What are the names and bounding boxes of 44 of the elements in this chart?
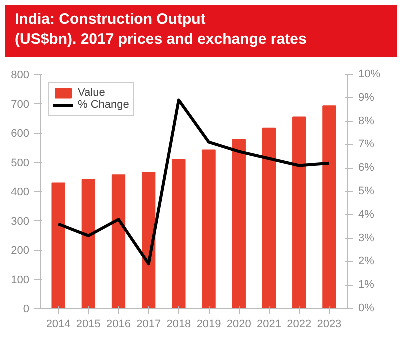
x-tick-label: 2021 bbox=[257, 318, 282, 330]
y2-tick-label: 8% bbox=[358, 115, 375, 128]
x-tick-label: 2016 bbox=[106, 318, 132, 330]
bar bbox=[322, 106, 336, 308]
y2-tick-label: 0% bbox=[358, 302, 375, 314]
x-tick-label: 2018 bbox=[166, 318, 192, 330]
x-tick-label: 2017 bbox=[136, 318, 162, 330]
x-tick-label: 2015 bbox=[76, 318, 101, 330]
bar bbox=[202, 150, 216, 308]
y-tick-label: 400 bbox=[11, 186, 30, 198]
bar bbox=[142, 172, 156, 308]
x-tick-label: 2023 bbox=[317, 318, 342, 330]
bar bbox=[232, 139, 246, 308]
x-tick-label: 2022 bbox=[287, 318, 312, 330]
bar bbox=[262, 128, 276, 308]
y-tick-label: 600 bbox=[11, 128, 30, 140]
line-series bbox=[57, 98, 331, 266]
y-tick-label: 0 bbox=[23, 304, 30, 316]
y2-tick-label: 4% bbox=[358, 208, 375, 221]
bar bbox=[112, 174, 126, 308]
bar bbox=[82, 179, 96, 308]
chart-title: India: Construction Output (US$bn). 2017 prices and exchange rates bbox=[15, 10, 307, 50]
bar bbox=[52, 182, 66, 308]
y2-tick-label: 7% bbox=[358, 138, 375, 151]
y-tick-label: 200 bbox=[11, 245, 30, 257]
y-tick-label: 100 bbox=[11, 274, 30, 286]
y2-tick-label: 10% bbox=[358, 68, 381, 80]
y-tick-label: 300 bbox=[11, 216, 30, 228]
y2-tick-label: 3% bbox=[358, 232, 375, 244]
y2-tick-label: 5% bbox=[358, 186, 375, 198]
x-tick-label: 2020 bbox=[226, 318, 252, 330]
legend-label: Value bbox=[78, 87, 106, 99]
y-tick-label: 700 bbox=[11, 98, 30, 111]
y-tick-label: 800 bbox=[11, 70, 30, 82]
bar bbox=[292, 116, 306, 308]
x-tick-label: 2019 bbox=[196, 318, 222, 330]
y2-tick-label: 1% bbox=[358, 279, 375, 292]
y2-tick-label: 2% bbox=[358, 256, 375, 268]
y2-tick-label: 6% bbox=[358, 162, 375, 174]
y-tick-label: 500 bbox=[11, 157, 30, 170]
y2-tick-label: 9% bbox=[358, 92, 375, 104]
x-tick-label: 2014 bbox=[46, 318, 71, 330]
bar bbox=[172, 159, 186, 308]
legend-label: % Change bbox=[78, 99, 130, 111]
